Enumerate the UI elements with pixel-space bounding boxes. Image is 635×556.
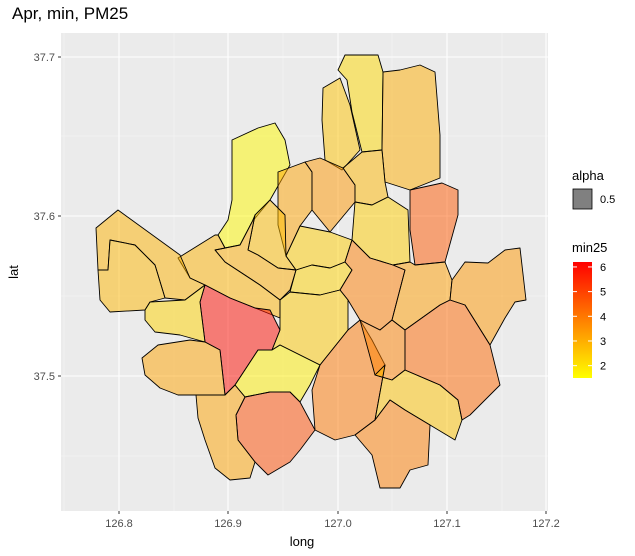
chart-title: Apr, min, PM25 bbox=[12, 4, 128, 23]
map-region-r28 bbox=[354, 399, 431, 489]
y-tick-label: 37.7 bbox=[34, 52, 55, 64]
map-region-r22 bbox=[144, 284, 206, 343]
y-axis-title: lat bbox=[6, 265, 21, 279]
map-region-r30 bbox=[195, 384, 256, 481]
legend-alpha: alpha 0.5 bbox=[572, 168, 615, 210]
x-tick-label: 127.0 bbox=[324, 518, 352, 530]
map-region-r2 bbox=[321, 77, 361, 171]
legend-fill-title: min25 bbox=[572, 240, 607, 255]
colorbar-tick-label: 5 bbox=[600, 287, 606, 299]
legend-fill: min25 2 3 4 5 6 bbox=[572, 240, 607, 378]
legend-alpha-key bbox=[572, 188, 593, 210]
y-tick-label: 37.6 bbox=[34, 211, 55, 223]
colorbar-tick-label: 4 bbox=[600, 311, 606, 323]
legend-colorbar bbox=[573, 262, 592, 378]
map-region-r19 bbox=[97, 239, 166, 313]
colorbar-tick-label: 6 bbox=[600, 262, 606, 274]
y-tick-label: 37.5 bbox=[34, 371, 55, 383]
map-region-r29 bbox=[404, 299, 501, 421]
legend-colorbar-ticks: 2 3 4 5 6 bbox=[573, 262, 606, 373]
map-region-r3 bbox=[381, 64, 441, 191]
x-axis-title: long bbox=[290, 534, 315, 549]
y-axis: 37.7 37.6 37.5 bbox=[34, 52, 61, 383]
colorbar-tick-label: 3 bbox=[600, 336, 606, 348]
colorbar-tick-label: 2 bbox=[600, 361, 606, 373]
legend-alpha-title: alpha bbox=[572, 168, 605, 183]
map-region-r5 bbox=[409, 182, 459, 266]
x-tick-label: 126.8 bbox=[105, 518, 133, 530]
x-tick-label: 127.2 bbox=[532, 518, 560, 530]
map-region-r30 bbox=[141, 339, 226, 396]
legend-alpha-label: 0.5 bbox=[600, 194, 615, 206]
map-regions bbox=[95, 54, 527, 489]
x-axis: 126.8 126.9 127.0 127.1 127.2 bbox=[105, 511, 560, 530]
x-tick-label: 127.1 bbox=[433, 518, 461, 530]
x-tick-label: 126.9 bbox=[214, 518, 242, 530]
